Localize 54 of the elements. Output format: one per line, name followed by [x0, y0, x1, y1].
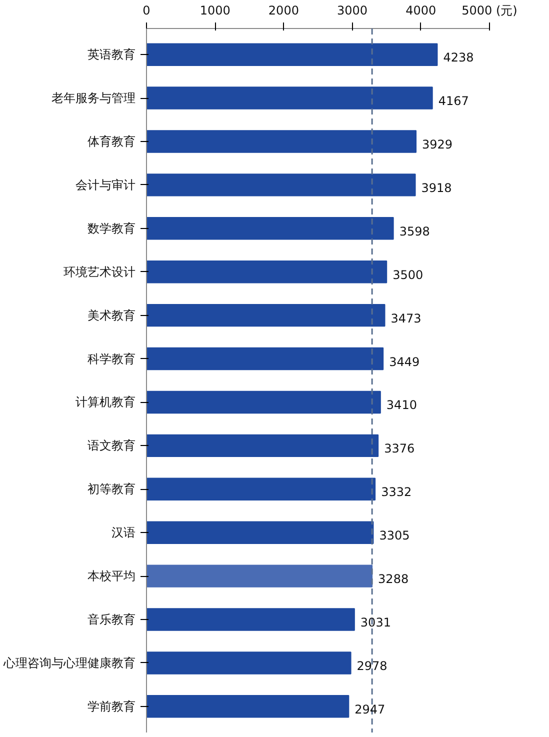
y-tick-label: 体育教育	[88, 134, 136, 148]
y-tick-label: 英语教育	[88, 48, 136, 62]
bar	[146, 434, 379, 458]
data-label: 3305	[379, 528, 410, 543]
y-tick-label: 音乐教育	[88, 612, 136, 627]
bar	[146, 564, 373, 588]
data-label: 4238	[443, 50, 474, 65]
x-tick-label: 0	[142, 4, 150, 18]
bar	[146, 43, 438, 66]
data-label: 3500	[392, 268, 424, 282]
bar	[146, 608, 355, 631]
data-label: 3449	[389, 354, 420, 369]
y-tick-label: 汉语	[112, 526, 136, 540]
bar	[146, 695, 350, 718]
y-tick-label: 美术教育	[88, 308, 136, 322]
bar	[146, 347, 384, 370]
data-label: 3410	[386, 398, 417, 412]
bar	[146, 130, 417, 153]
x-tick-label: 3000	[337, 4, 368, 18]
data-label: 2947	[354, 702, 386, 716]
data-label: 3918	[421, 180, 452, 195]
y-tick-label: 初等教育	[88, 482, 136, 496]
bar	[146, 217, 394, 240]
y-tick-label: 环境艺术设计	[64, 264, 136, 279]
y-tick-label: 数学教育	[88, 221, 136, 236]
bar	[146, 260, 388, 284]
y-tick-label: 老年服务与管理	[52, 91, 136, 106]
bar	[146, 304, 386, 327]
data-label: 3031	[360, 616, 391, 630]
y-tick-label: 本校平均	[88, 569, 136, 584]
y-tick-label: 心理咨询与心理健康教育	[2, 656, 136, 670]
y-tick-label: 语文教育	[88, 438, 136, 453]
bar	[146, 652, 352, 674]
data-label: 3598	[399, 224, 430, 238]
data-label: 3376	[384, 442, 415, 456]
data-label: 3473	[390, 311, 422, 326]
y-tick-label: 计算机教育	[76, 395, 136, 410]
y-tick-label: 会计与审计	[76, 178, 136, 192]
x-tick-label: 1000	[200, 4, 230, 18]
bar	[146, 86, 433, 110]
y-tick-label: 学前教育	[88, 699, 136, 714]
data-label: 3929	[422, 137, 453, 152]
bar	[146, 174, 416, 196]
data-label: 3332	[381, 485, 412, 500]
bar	[146, 478, 376, 501]
y-tick-label: 科学教育	[88, 352, 136, 366]
x-tick-label: 4000	[406, 4, 436, 18]
bar	[146, 390, 381, 414]
data-label: 3288	[378, 572, 409, 586]
data-label: 4167	[438, 94, 469, 108]
x-tick-label: 5000 (元)	[462, 4, 518, 18]
x-tick-label: 2000	[268, 4, 299, 18]
data-label: 2978	[356, 658, 388, 673]
bar	[146, 521, 374, 544]
